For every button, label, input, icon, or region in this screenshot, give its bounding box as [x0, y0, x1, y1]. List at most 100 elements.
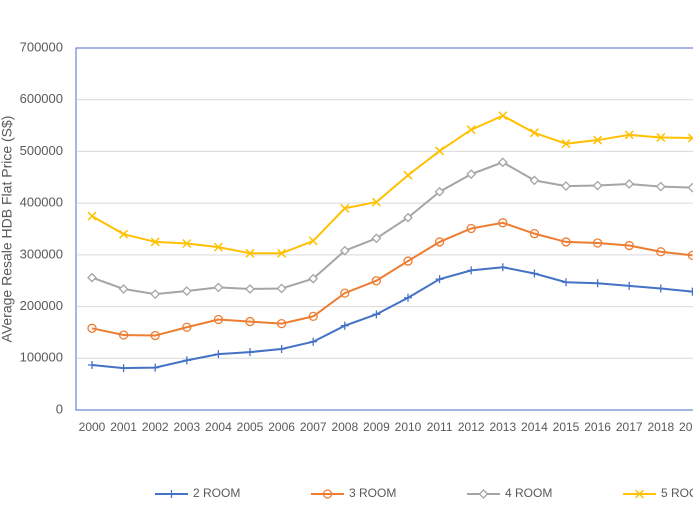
- data-point: [561, 237, 571, 247]
- x-tick-label: 2010: [395, 420, 422, 434]
- data-point: [498, 111, 508, 121]
- data-point: [655, 181, 666, 192]
- data-point: [435, 275, 444, 284]
- data-point: [624, 179, 635, 189]
- legend-label: 2 ROOM: [193, 486, 240, 500]
- data-point: [245, 316, 255, 327]
- y-tick-label: 200000: [20, 298, 63, 313]
- data-point: [308, 236, 318, 246]
- series-line: [91, 221, 693, 337]
- legend-label: 3 ROOM: [349, 486, 396, 500]
- x-tick-label: 2002: [142, 420, 169, 434]
- data-point: [529, 128, 539, 138]
- data-point: [562, 278, 570, 287]
- y-tick-label: 100000: [20, 350, 63, 365]
- data-point: [624, 130, 634, 140]
- data-point: [561, 139, 571, 149]
- data-point: [498, 263, 507, 272]
- data-point: [277, 344, 286, 353]
- data-point: [656, 132, 666, 142]
- data-point: [467, 266, 476, 275]
- data-point: [592, 238, 603, 248]
- data-point: [213, 282, 224, 293]
- data-point: [150, 330, 160, 341]
- data-point: [118, 284, 129, 294]
- x-tick-label: 2013: [489, 420, 516, 434]
- x-tick-label: 2016: [584, 420, 611, 434]
- data-point: [182, 322, 192, 332]
- data-point: [214, 350, 223, 359]
- data-point: [434, 237, 445, 247]
- data-point: [245, 248, 255, 258]
- data-point: [119, 229, 129, 239]
- x-tick-label: 2018: [647, 420, 674, 434]
- data-point: [308, 273, 319, 284]
- x-tick-label: 2006: [268, 420, 295, 434]
- data-point: [529, 229, 540, 239]
- data-point: [87, 323, 97, 333]
- data-point: [118, 330, 129, 340]
- data-point: [593, 279, 602, 288]
- data-point: [530, 269, 539, 278]
- data-point: [87, 211, 97, 221]
- data-point: [150, 237, 160, 247]
- data-point: [656, 247, 666, 257]
- data-point: [466, 125, 476, 135]
- data-point: [340, 321, 349, 330]
- x-tick-label: 2008: [331, 420, 358, 434]
- data-point: [403, 170, 413, 180]
- data-point: [340, 288, 350, 298]
- series-line: [91, 266, 693, 370]
- data-point: [151, 363, 160, 372]
- x-tick-label: 2012: [458, 420, 485, 434]
- data-point: [182, 356, 191, 365]
- data-point: [593, 135, 603, 145]
- legend-label: 5 ROOM: [661, 486, 693, 500]
- y-tick-label: 400000: [20, 195, 63, 210]
- x-tick-label: 2009: [363, 420, 390, 434]
- data-point: [246, 348, 254, 357]
- data-point: [625, 281, 634, 290]
- data-point: [371, 197, 381, 207]
- data-point: [561, 181, 571, 191]
- data-point: [276, 318, 287, 329]
- x-tick-label: 2005: [237, 420, 264, 434]
- legend-marker: [634, 489, 645, 499]
- data-point: [150, 289, 161, 300]
- y-tick-label: 0: [56, 401, 63, 416]
- y-tick-label: 500000: [20, 143, 63, 158]
- series-line: [91, 114, 693, 255]
- data-point: [245, 284, 255, 294]
- x-tick-label: 2001: [110, 420, 137, 434]
- x-tick-label: 2014: [521, 420, 548, 434]
- data-point: [656, 284, 665, 293]
- data-point: [88, 361, 96, 370]
- x-tick-label: 2007: [300, 420, 327, 434]
- data-point: [372, 310, 381, 319]
- data-point: [277, 248, 287, 258]
- data-point: [592, 180, 603, 191]
- x-tick-label: 2004: [205, 420, 232, 434]
- y-tick-label: 700000: [20, 39, 63, 54]
- x-tick-label: 2017: [616, 420, 643, 434]
- data-point: [213, 314, 224, 325]
- x-tick-label: 2011: [427, 420, 453, 434]
- x-tick-label: 2019: [679, 420, 693, 434]
- legend-marker: [322, 489, 333, 499]
- series-line: [91, 161, 693, 296]
- data-point: [308, 311, 318, 322]
- data-point: [466, 223, 476, 234]
- data-point: [119, 364, 128, 373]
- legend-label: 4 ROOM: [505, 486, 552, 500]
- legend-marker: [478, 489, 489, 499]
- data-point: [497, 157, 508, 168]
- y-axis-label: AVerage Resale HDB Flat Price (S$): [0, 116, 15, 343]
- y-tick-label: 600000: [20, 91, 63, 106]
- data-point: [181, 286, 192, 296]
- data-point: [498, 218, 508, 228]
- data-point: [687, 133, 693, 143]
- data-point: [529, 175, 540, 186]
- data-point: [276, 283, 287, 294]
- data-point: [339, 245, 350, 256]
